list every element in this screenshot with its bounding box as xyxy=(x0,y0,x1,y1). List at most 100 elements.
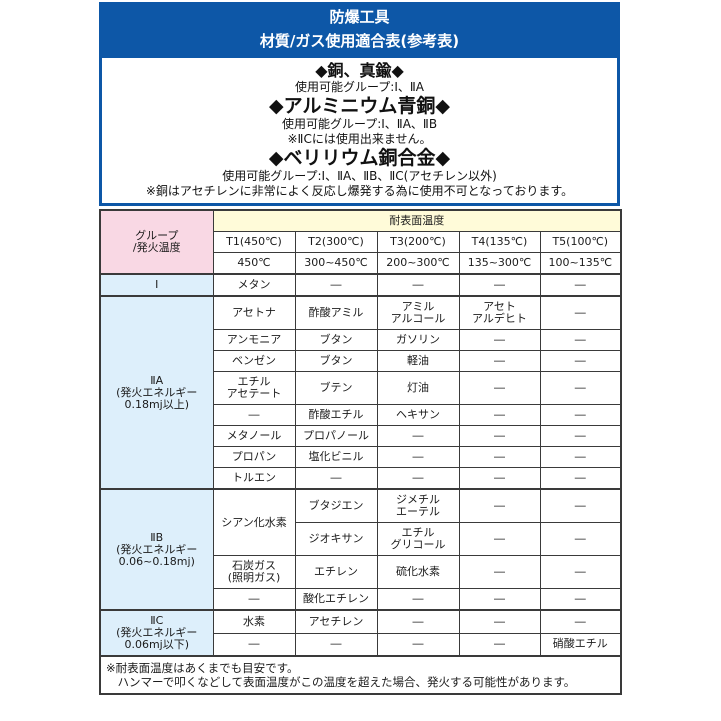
gas-cell: 酢酸アミル xyxy=(294,295,378,330)
gas-cell: ― xyxy=(458,371,541,405)
gas-cell: メタノール xyxy=(212,425,296,447)
gas-cell: ブタジエン xyxy=(294,488,378,523)
group-ignition-temp-header: グループ /発火温度 xyxy=(99,209,214,275)
gas-compatibility-table: グループ /発火温度 耐表面温度 T1(450℃) T2(300℃) T3(200℃… xyxy=(99,209,623,695)
gas-cell: ― xyxy=(458,329,541,351)
table-row: ― 酢酸エチル ヘキサン ― ― xyxy=(100,404,622,426)
gas-cell: ― xyxy=(539,467,622,490)
gas-cell: エチル アセテート xyxy=(212,371,296,405)
gas-cell: アンモニア xyxy=(212,329,296,351)
gas-cell: ジメチル エーテル xyxy=(376,488,460,523)
temp-range-cell: 450℃ xyxy=(212,252,296,275)
gas-cell: エチル グリコール xyxy=(376,522,460,556)
temp-class-cell: T5(100℃) xyxy=(539,231,622,253)
gas-cell: ― xyxy=(539,425,622,447)
gas-cell: ― xyxy=(458,488,541,523)
info-section: ◆銅、真鍮◆ 使用可能グループ:Ⅰ、ⅡA xyxy=(104,61,615,95)
gas-cell: 硝酸エチル xyxy=(539,632,622,657)
gas-cell: ― xyxy=(458,588,541,611)
gas-cell: 石炭ガス (照明ガス) xyxy=(212,555,296,589)
gas-cell: ブタン xyxy=(294,350,378,372)
gas-cell: ヘキサン xyxy=(376,404,460,426)
table-row: メタノール プロパノール ― ― ― xyxy=(100,425,622,447)
temp-class-cell: T3(200℃) xyxy=(376,231,460,253)
gas-cell: プロパノール xyxy=(294,425,378,447)
table-row: ジオキサン エチル グリコール ― ― xyxy=(100,522,622,556)
gas-cell: アセトナ xyxy=(212,295,296,330)
gas-cell: ― xyxy=(539,350,622,372)
temp-class-header-row: T1(450℃) T2(300℃) T3(200℃) T4(135℃) T5(100℃) xyxy=(100,231,622,253)
gas-cell: ― xyxy=(458,609,541,634)
gas-cell: 灯油 xyxy=(376,371,460,405)
gas-cell: ― xyxy=(458,404,541,426)
gas-cell: ― xyxy=(294,632,378,657)
table-row: ⅡC (発火エネルギー 0.06mj以下) 水素 アセチレン ― ― ― xyxy=(99,609,622,657)
gas-cell: ガソリン xyxy=(376,329,460,351)
table-row: ⅡB (発火エネルギー 0.06~0.18mj) シアン化水素 ブタジエン ジメチル … xyxy=(99,488,622,611)
gas-cell: ― xyxy=(458,425,541,447)
material-heading: ◆アルミニウム青銅◆ xyxy=(268,95,451,117)
gas-cell: 軽油 xyxy=(376,350,460,372)
temp-class-cell: T1(450℃) xyxy=(212,231,296,253)
table-header-row-1: グループ /発火温度 耐表面温度 xyxy=(99,209,622,275)
group-label-cell: ⅡB (発火エネルギー 0.06~0.18mj) xyxy=(99,488,214,611)
title-bar: 防爆工具 材質/ガス使用適合表(参考表) xyxy=(99,2,620,55)
gas-cell: ― xyxy=(458,467,541,490)
temp-range-header-row: 450℃ 300~450℃ 200~300℃ 135~300℃ 100~135℃ xyxy=(100,252,622,275)
temp-range-cell: 100~135℃ xyxy=(539,252,622,275)
gas-cell: ― xyxy=(539,555,622,589)
gas-cell: ― xyxy=(458,555,541,589)
info-section: ◆ベリリウム銅合金◆ 使用可能グループ:Ⅰ、ⅡA、ⅡB、ⅡC(アセチレン以外) ※銅… xyxy=(104,147,615,199)
material-heading: ◆銅、真鍮◆ xyxy=(315,61,404,80)
table-row: ― 酸化エチレン ― ― ― xyxy=(100,588,622,611)
table-row: ― ― ― ― 硝酸エチル xyxy=(100,632,622,657)
gas-cell: ― xyxy=(294,467,378,490)
table-row: アンモニア ブタン ガソリン ― ― xyxy=(100,329,622,351)
gas-cell: ― xyxy=(294,273,378,297)
document-page: 防爆工具 材質/ガス使用適合表(参考表) ◆銅、真鍮◆ 使用可能グループ:Ⅰ、ⅡA… xyxy=(99,2,623,695)
gas-cell: ― xyxy=(539,609,622,634)
gas-cell: ― xyxy=(376,609,460,634)
material-detail-line: ※銅はアセチレンに非常によく反応し爆発する為に使用不可となっております。 xyxy=(145,184,574,198)
gas-cell: ― xyxy=(539,273,622,297)
gas-cell: ― xyxy=(212,588,296,611)
gas-cell: ― xyxy=(212,632,296,657)
gas-cell: ― xyxy=(376,425,460,447)
gas-cell: ― xyxy=(376,588,460,611)
gas-cell: ブテン xyxy=(294,371,378,405)
gas-cell: ― xyxy=(539,371,622,405)
material-info-box: ◆銅、真鍮◆ 使用可能グループ:Ⅰ、ⅡA ◆アルミニウム青銅◆ 使用可能グループ:Ⅰ、… xyxy=(99,55,620,206)
temp-range-cell: 135~300℃ xyxy=(458,252,541,275)
gas-cell: ― xyxy=(376,273,460,297)
gas-cell: ベンゼン xyxy=(212,350,296,372)
gas-cell: ― xyxy=(539,446,622,468)
gas-cell: ブタン xyxy=(294,329,378,351)
table-row: ⅡA (発火エネルギー 0.18mj以上) アセトナ 酢酸アミル アミル アルコールア… xyxy=(99,295,622,490)
gas-cell: ― xyxy=(376,446,460,468)
table-row: Ⅰ メタン ― ― ― ― xyxy=(99,273,622,297)
group-label-cell: Ⅰ xyxy=(99,273,214,297)
page-title: 防爆工具 xyxy=(329,8,390,26)
table-row: プロパン 塩化ビニル ― ― ― xyxy=(100,446,622,468)
material-heading: ◆ベリリウム銅合金◆ xyxy=(268,147,451,169)
gas-cell: ― xyxy=(539,522,622,556)
gas-cell: トルエン xyxy=(212,467,296,490)
gas-cell: ― xyxy=(376,632,460,657)
material-detail-line: 使用可能グループ:Ⅰ、ⅡA、ⅡB xyxy=(281,117,438,131)
gas-cell: ― xyxy=(458,350,541,372)
gas-cell: ― xyxy=(458,632,541,657)
footnote-text: ※耐表面温度はあくまでも目安です。 ハンマーで叩くなどして表面温度がこの温度を超… xyxy=(99,655,622,695)
gas-cell: 酢酸エチル xyxy=(294,404,378,426)
gas-cell: 硫化水素 xyxy=(376,555,460,589)
temp-range-cell: 300~450℃ xyxy=(294,252,378,275)
gas-cell: ― xyxy=(212,404,296,426)
gas-cell: ― xyxy=(458,273,541,297)
temp-range-cell: 200~300℃ xyxy=(376,252,460,275)
group-label-cell: ⅡC (発火エネルギー 0.06mj以下) xyxy=(99,609,214,657)
gas-cell: ― xyxy=(539,404,622,426)
surface-temp-resistance-header: 耐表面温度 xyxy=(212,209,622,232)
gas-cell: ― xyxy=(539,329,622,351)
temp-class-cell: T4(135℃) xyxy=(458,231,541,253)
temp-class-cell: T2(300℃) xyxy=(294,231,378,253)
material-detail-line: ※ⅡCには使用出来ません。 xyxy=(287,132,432,146)
